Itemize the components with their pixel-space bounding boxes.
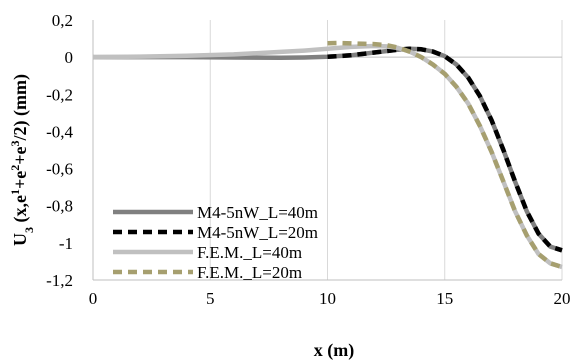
legend: M4-5nW_L=40mM4-5nW_L=20mF.E.M._L=40mF.E.… <box>113 203 318 282</box>
x-axis-label: x (m) <box>314 340 354 360</box>
y-tick-label-0: 0 <box>65 48 74 67</box>
y-tick-label-0-6: -0,6 <box>46 160 73 179</box>
series-line-f-e-m-l-20m <box>327 40 563 270</box>
x-tick-label-20: 20 <box>554 289 571 308</box>
y-tick-label-1-2: -1,2 <box>46 271 73 290</box>
x-tick-label-5: 5 <box>206 289 215 308</box>
y-axis-label: U3 (x,e1+e2+e3/2) (mm) <box>8 74 36 246</box>
x-tick-label-0: 0 <box>89 289 98 308</box>
y-tick-labels: 0,2 0 -0,2 -0,4 -0,6 -0,8 -1 -1,2 <box>46 11 73 290</box>
x-tick-labels: 0 5 10 15 20 <box>89 289 571 308</box>
series-line-m4-5nw-l-20m <box>327 46 563 253</box>
legend-label-f-e-m-l-40m: F.E.M._L=40m <box>197 243 302 262</box>
grid-lines <box>209 20 563 280</box>
legend-label-m4-5nw-l-40m: M4-5nW_L=40m <box>197 203 318 222</box>
y-tick-label-0-8: -0,8 <box>46 197 73 216</box>
y-tick-label-0-2: 0,2 <box>52 11 73 30</box>
series-lines <box>92 40 563 270</box>
y-tick-label-0-4: -0,4 <box>46 122 73 141</box>
legend-label-f-e-m-l-20m: F.E.M._L=20m <box>197 263 302 282</box>
legend-label-m4-5nw-l-20m: M4-5nW_L=20m <box>197 223 318 242</box>
x-tick-label-15: 15 <box>436 289 453 308</box>
y-tick-label-1: -1 <box>59 234 73 253</box>
y-tick-label-0-2: -0,2 <box>46 85 73 104</box>
x-tick-label-10: 10 <box>319 289 336 308</box>
